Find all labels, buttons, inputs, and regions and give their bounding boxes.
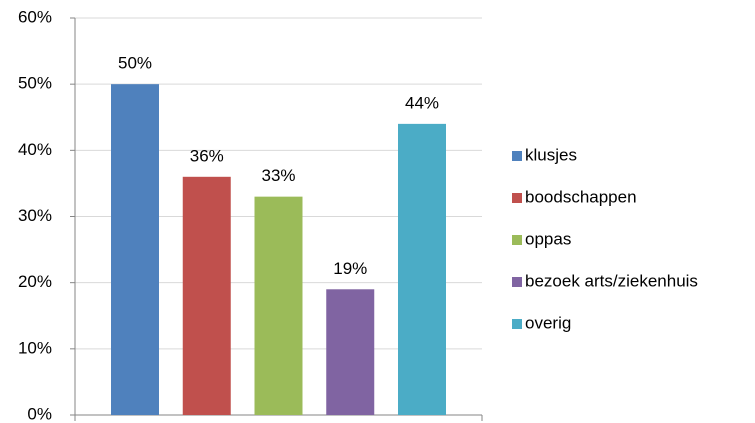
- legend-label: boodschappen: [525, 187, 637, 206]
- data-label: 36%: [190, 146, 224, 165]
- legend-label: overig: [525, 313, 571, 332]
- legend-label: klusjes: [525, 145, 577, 164]
- data-label: 19%: [333, 259, 367, 278]
- legend-label: bezoek arts/ziekenhuis: [525, 271, 698, 290]
- data-label: 33%: [261, 166, 295, 185]
- legend-swatch: [512, 193, 522, 203]
- y-tick-label: 30%: [18, 206, 52, 225]
- bar: [182, 176, 231, 415]
- bar: [111, 84, 159, 416]
- y-tick-label: 50%: [18, 74, 52, 93]
- bar: [254, 196, 303, 415]
- legend-label: oppas: [525, 229, 571, 248]
- legend-swatch: [512, 151, 522, 161]
- data-label: 44%: [405, 93, 439, 112]
- legend-swatch: [512, 235, 522, 245]
- y-tick-label: 40%: [18, 140, 52, 159]
- y-tick-label: 60%: [18, 7, 52, 26]
- y-tick-label: 10%: [18, 338, 52, 357]
- legend-swatch: [512, 319, 522, 329]
- y-tick-label: 20%: [18, 272, 52, 291]
- bar: [398, 123, 446, 415]
- bar: [326, 289, 375, 415]
- y-tick-label: 0%: [27, 404, 52, 423]
- data-label: 50%: [118, 54, 152, 73]
- legend-swatch: [512, 277, 522, 287]
